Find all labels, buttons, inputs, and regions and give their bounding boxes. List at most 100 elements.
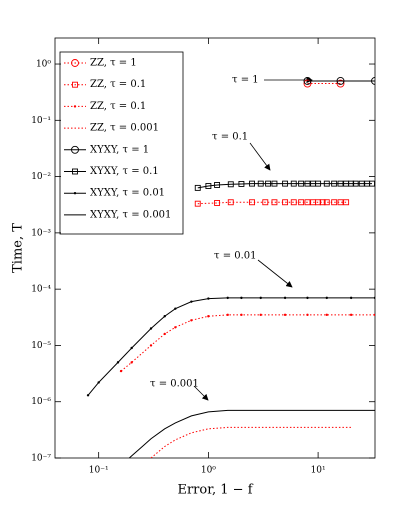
marker [72, 81, 78, 88]
marker [257, 180, 264, 187]
marker [163, 332, 166, 336]
legend-label: ZZ, τ = 0.1 [90, 79, 146, 90]
marker [371, 77, 375, 85]
marker [271, 180, 278, 187]
marker [325, 296, 328, 300]
marker [336, 79, 345, 88]
marker [259, 313, 262, 317]
marker [116, 361, 120, 364]
marker [71, 59, 79, 67]
x-tick-label: 10¹ [311, 466, 326, 476]
marker [73, 105, 77, 108]
marker [271, 199, 278, 206]
marker [348, 180, 355, 187]
legend-label: ZZ, τ = 0.1 [90, 101, 146, 112]
x-axis-label: Error, 1 − f [177, 483, 253, 498]
legend-label: ZZ, τ = 0.001 [90, 123, 159, 134]
marker [262, 199, 269, 206]
marker [349, 313, 353, 317]
legend-label: XYXY, τ = 1 [90, 144, 149, 155]
annotation-arrow [249, 142, 271, 171]
marker [73, 192, 77, 195]
legend-label: XYXY, τ = 0.01 [90, 188, 165, 199]
marker [352, 180, 359, 187]
marker [282, 199, 289, 206]
marker [373, 296, 375, 300]
marker [240, 296, 243, 300]
marker [190, 300, 193, 303]
marker [304, 180, 311, 187]
marker [259, 296, 262, 300]
series-line [120, 314, 375, 372]
marker [349, 296, 353, 300]
marker [304, 199, 311, 206]
marker [310, 199, 317, 206]
marker [337, 199, 344, 206]
marker [214, 182, 221, 188]
marker [130, 346, 133, 350]
marker [190, 319, 193, 322]
marker [207, 297, 210, 300]
annotation: τ = 0.1 [212, 132, 248, 143]
marker [298, 180, 305, 187]
marker [336, 77, 345, 85]
y-tick-label: 10⁻¹ [31, 116, 51, 126]
legend-label: ZZ, τ = 1 [90, 58, 137, 69]
marker [290, 180, 297, 187]
marker [149, 327, 153, 330]
marker [72, 168, 78, 175]
annotation: τ = 1 [232, 75, 259, 86]
legend-label: XYXY, τ = 0.001 [90, 209, 171, 220]
x-tick-label: 10⁻¹ [89, 466, 109, 476]
marker [315, 180, 322, 187]
marker [174, 326, 177, 329]
annotation: τ = 0.01 [214, 251, 257, 262]
marker [331, 199, 338, 206]
marker [163, 315, 166, 318]
y-tick-label: 10⁻³ [31, 228, 51, 238]
annotation-arrow [193, 385, 209, 401]
marker [240, 313, 243, 317]
legend-box [59, 51, 184, 235]
marker [207, 315, 210, 318]
series-line [150, 426, 352, 458]
marker [315, 199, 322, 206]
marker [194, 200, 201, 207]
y-axis-label: Time, T [11, 223, 26, 273]
y-tick-label: 10⁻⁴ [31, 285, 51, 295]
marker [325, 313, 328, 317]
marker [303, 79, 312, 88]
marker [306, 313, 309, 317]
marker [283, 296, 287, 300]
marker [130, 361, 133, 364]
marker [283, 313, 287, 317]
marker [86, 394, 90, 397]
marker [337, 180, 344, 187]
annotation: τ = 0.001 [150, 379, 199, 390]
marker [119, 369, 123, 373]
marker [194, 184, 201, 191]
marker [369, 180, 375, 187]
x-tick-label: 10⁰ [201, 466, 216, 476]
marker [71, 145, 79, 154]
plot-frame [54, 37, 376, 459]
y-tick-label: 10⁰ [36, 60, 51, 70]
series-line [197, 183, 373, 189]
marker [227, 199, 234, 206]
y-tick-label: 10⁻⁵ [31, 341, 51, 351]
legend-label: XYXY, τ = 0.1 [90, 166, 159, 177]
marker [373, 313, 375, 317]
marker [323, 180, 330, 187]
marker [238, 180, 245, 187]
series-line [87, 297, 375, 396]
marker [265, 180, 272, 187]
marker [319, 199, 326, 206]
marker [226, 313, 229, 317]
y-tick-label: 10⁻⁶ [31, 397, 51, 407]
plot-area [86, 77, 375, 458]
marker [174, 307, 177, 310]
marker [298, 199, 305, 206]
marker [331, 180, 338, 187]
y-tick-label: 10⁻² [31, 172, 51, 182]
